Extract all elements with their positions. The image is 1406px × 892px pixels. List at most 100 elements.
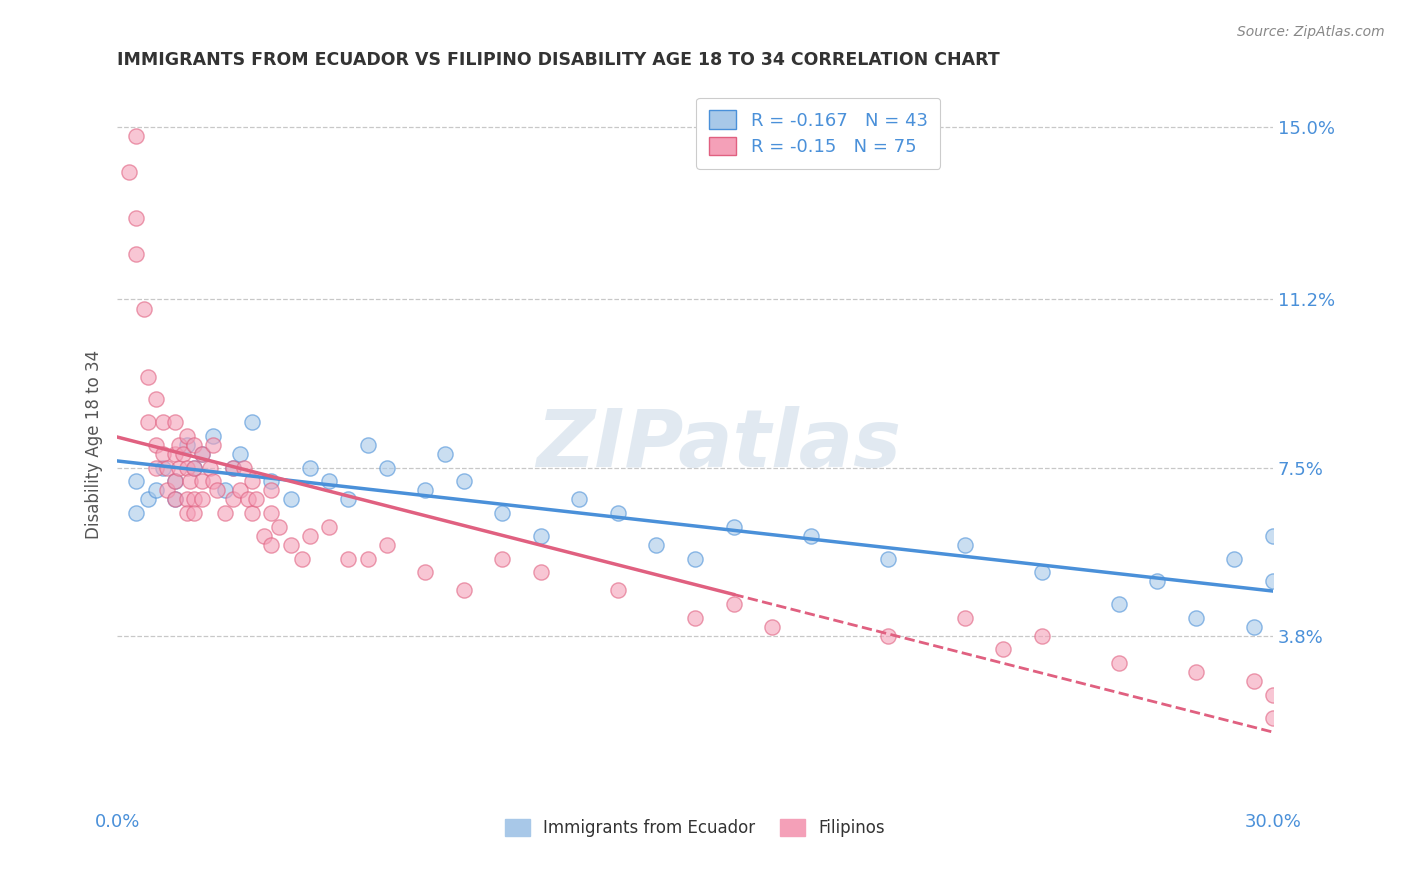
Point [198,460,221,475]
Point [991,642,1014,657]
Point [1184,665,1206,679]
Point [683,551,706,566]
Point [415,483,437,498]
Point [267,519,290,533]
Point [125,128,148,143]
Point [876,629,898,643]
Point [183,506,205,520]
Point [118,165,141,179]
Point [183,460,205,475]
Point [136,369,159,384]
Point [152,447,174,461]
Point [491,506,513,520]
Point [125,475,148,489]
Point [453,475,475,489]
Point [375,460,398,475]
Point [607,583,630,598]
Point [136,492,159,507]
Point [176,429,198,443]
Point [222,460,245,475]
Point [240,506,263,520]
Point [163,475,186,489]
Point [156,483,179,498]
Point [568,492,591,507]
Point [260,506,283,520]
Point [229,483,252,498]
Point [125,506,148,520]
Point [318,475,340,489]
Point [176,506,198,520]
Point [252,529,274,543]
Point [176,438,198,452]
Point [167,460,190,475]
Point [607,506,630,520]
Text: Source: ZipAtlas.com: Source: ZipAtlas.com [1237,25,1385,39]
Point [163,447,186,461]
Point [876,551,898,566]
Point [1261,529,1284,543]
Point [240,475,263,489]
Point [236,492,259,507]
Point [183,438,205,452]
Point [214,483,236,498]
Point [167,438,190,452]
Point [222,460,245,475]
Point [163,492,186,507]
Point [491,551,513,566]
Point [1261,710,1284,724]
Point [152,415,174,429]
Point [337,551,360,566]
Point [356,551,378,566]
Point [145,483,167,498]
Point [152,460,174,475]
Point [1184,610,1206,624]
Point [233,460,256,475]
Point [298,460,321,475]
Point [191,447,214,461]
Legend: Immigrants from Ecuador, Filipinos: Immigrants from Ecuador, Filipinos [498,813,891,844]
Point [145,460,167,475]
Point [134,301,156,316]
Point [176,492,198,507]
Point [125,247,148,261]
Point [202,475,225,489]
Point [1108,597,1130,611]
Point [1261,688,1284,702]
Point [761,620,783,634]
Point [163,475,186,489]
Point [183,460,205,475]
Point [723,597,745,611]
Point [207,483,229,498]
Point [530,529,553,543]
Point [280,538,302,552]
Point [125,211,148,225]
Point [172,447,194,461]
Text: ZIPatlas: ZIPatlas [536,406,901,483]
Point [202,429,225,443]
Point [433,447,456,461]
Point [723,519,745,533]
Point [176,460,198,475]
Point [183,492,205,507]
Point [530,565,553,579]
Point [191,447,214,461]
Point [202,438,225,452]
Point [318,519,340,533]
Point [156,460,179,475]
Point [953,538,976,552]
Point [1261,574,1284,589]
Point [645,538,668,552]
Point [222,492,245,507]
Point [1243,674,1265,689]
Point [1223,551,1246,566]
Point [415,565,437,579]
Point [683,610,706,624]
Point [1108,656,1130,670]
Point [298,529,321,543]
Point [953,610,976,624]
Point [240,415,263,429]
Point [191,475,214,489]
Point [245,492,267,507]
Point [375,538,398,552]
Point [1146,574,1168,589]
